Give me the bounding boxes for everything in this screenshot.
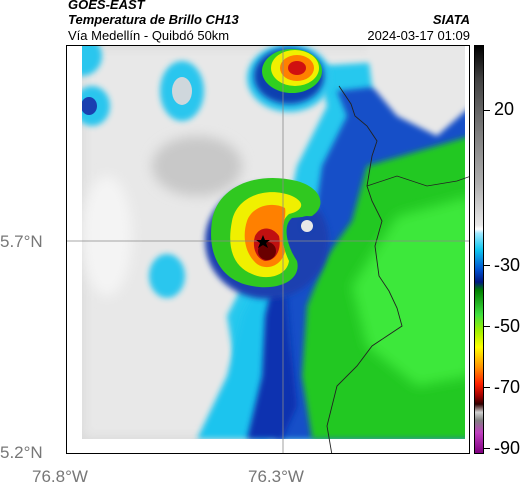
area-label: Vía Medellín - Quibdó 50km [68, 28, 230, 43]
satellite-map [66, 45, 470, 454]
organization-label: SIATA [432, 12, 470, 27]
brightness-temperature-field [67, 46, 469, 439]
colorbar-tick [484, 387, 490, 388]
colorbar-label-minus70: -70 [494, 377, 521, 397]
colorbar-label-minus90: -90 [494, 438, 521, 458]
latitude-label-52: 5.2°N [0, 443, 43, 462]
colorbar-label-minus50: -50 [494, 316, 521, 336]
colorbar-label-20: 20 [494, 99, 515, 119]
longitude-label-763: 76.3°W [248, 467, 304, 486]
graticule [67, 46, 469, 453]
colorbar-label-minus30: -30 [494, 255, 521, 275]
colorbar [474, 45, 484, 454]
timestamp-label: 2024-03-17 01:09 [367, 28, 470, 43]
product-subtitle: Temperatura de Brillo CH13 [68, 12, 239, 27]
department-border [326, 85, 403, 453]
colorbar-tick [484, 326, 490, 327]
star-icon [256, 235, 270, 248]
satellite-title: GOES-EAST [68, 0, 145, 12]
colorbar-tick [484, 265, 490, 266]
longitude-label-768: 76.8°W [32, 467, 88, 486]
no-data-margin-bottom [67, 439, 469, 453]
no-data-margin-right [465, 46, 469, 453]
no-data-margin-left [67, 46, 82, 453]
latitude-label-57: 5.7°N [0, 232, 43, 251]
colorbar-tick [484, 448, 490, 449]
colorbar-tick [484, 110, 490, 111]
secondary-border [366, 175, 469, 187]
